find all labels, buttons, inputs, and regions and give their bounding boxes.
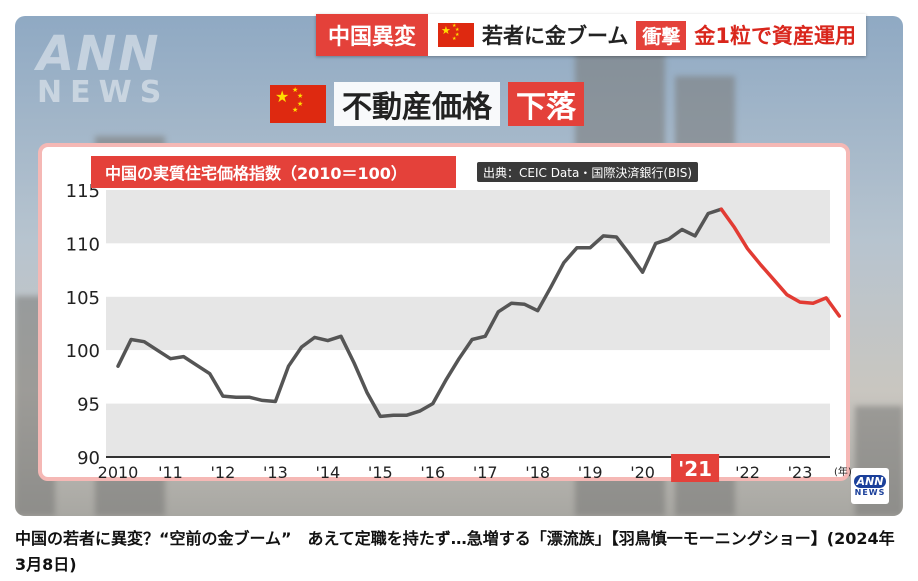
- x-tick-label: '15: [368, 463, 393, 482]
- logo-line2: NEWS: [855, 488, 886, 498]
- chart-source: 出典：CEIC Data・国際決済銀行(BIS): [477, 162, 698, 182]
- x-tick-label: '23: [788, 463, 813, 482]
- grid-band: [106, 350, 830, 403]
- grid-band: [106, 297, 830, 350]
- y-tick-label: 90: [77, 448, 100, 469]
- grid-band: [106, 190, 830, 243]
- x-tick-label: '19: [578, 463, 603, 482]
- video-caption: 中国の若者に異変？“空前の金ブーム” あえて定職を持たず…急増する「漂流族」【羽…: [15, 526, 905, 578]
- x-tick-label: '21: [678, 457, 712, 481]
- x-tick-label: '12: [211, 463, 236, 482]
- x-unit-label: (年): [834, 465, 852, 478]
- x-tick-label: '17: [473, 463, 498, 482]
- x-tick-label: '22: [735, 463, 760, 482]
- logo-line1: ANN: [854, 475, 887, 488]
- y-tick-label: 110: [66, 234, 100, 255]
- x-tick-label: '14: [315, 463, 340, 482]
- x-tick-label: '16: [420, 463, 445, 482]
- x-tick-label: '18: [525, 463, 550, 482]
- x-tick-label: 2010: [98, 463, 139, 482]
- x-tick-label: '11: [158, 463, 183, 482]
- ann-news-logo: ANN NEWS: [851, 468, 889, 504]
- y-tick-label: 105: [66, 288, 100, 309]
- x-tick-label: '13: [263, 463, 288, 482]
- grid-band: [106, 243, 830, 296]
- y-tick-label: 95: [77, 395, 100, 416]
- y-tick-label: 100: [66, 341, 100, 362]
- chart-title: 中国の実質住宅価格指数（2010＝100）: [91, 156, 456, 188]
- grid-band: [106, 404, 830, 457]
- x-tick-label: '20: [630, 463, 655, 482]
